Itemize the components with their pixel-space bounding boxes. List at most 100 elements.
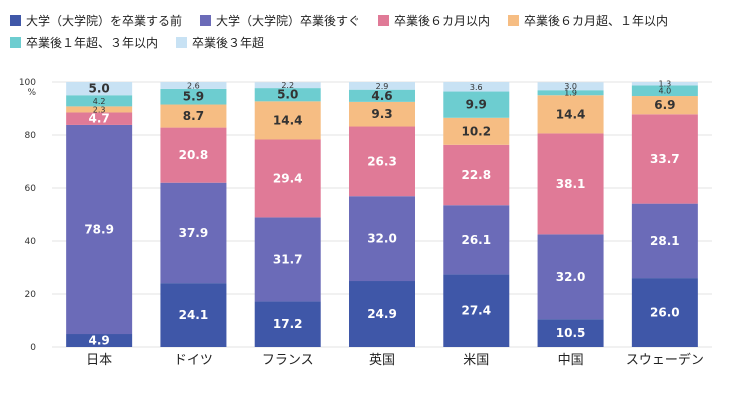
y-tick-label: 100 bbox=[19, 78, 36, 88]
bar-segment bbox=[349, 196, 415, 282]
legend-swatch bbox=[200, 14, 212, 26]
bar-value-label: 4.7 bbox=[89, 112, 110, 126]
bar-segment bbox=[254, 139, 321, 218]
bar-value-label: 78.9 bbox=[84, 222, 114, 236]
legend-swatch bbox=[10, 14, 21, 26]
bar-segment bbox=[443, 274, 510, 347]
bar-segment bbox=[66, 95, 133, 107]
bar-segment bbox=[254, 88, 321, 102]
y-tick-label: 60 bbox=[25, 184, 37, 194]
x-category-label: 日本 bbox=[86, 353, 112, 368]
y-tick-label: 80 bbox=[25, 131, 37, 141]
legend-item-within-6-months: 卒業後６カ月以内 bbox=[378, 12, 490, 29]
legend-label: 大学（大学院）卒業後すぐ bbox=[216, 13, 361, 28]
bar-segment bbox=[160, 88, 227, 105]
y-tick-label: 40 bbox=[25, 237, 37, 247]
x-category-label: フランス bbox=[262, 353, 314, 368]
legend-swatch bbox=[378, 14, 390, 26]
bar-value-label: 2.3 bbox=[93, 105, 106, 114]
bar-segment bbox=[631, 96, 698, 115]
bar-value-label: 22.8 bbox=[461, 168, 491, 182]
legend-item-1-to-3-years: 卒業後１年超、３年以内 bbox=[10, 34, 158, 51]
legend-label: 大学（大学院）を卒業する前 bbox=[26, 13, 183, 28]
bar-value-label: 4.0 bbox=[658, 87, 671, 96]
bar-value-label: 4.2 bbox=[93, 97, 106, 106]
x-category-label: スウェーデン bbox=[626, 352, 704, 368]
bar-segment bbox=[66, 82, 133, 96]
bar-segment bbox=[160, 283, 227, 347]
legend-label: 卒業後３年超 bbox=[192, 35, 265, 50]
bar-segment bbox=[349, 126, 415, 197]
legend-swatch bbox=[508, 14, 520, 26]
bar-segment bbox=[631, 203, 698, 279]
bar-value-label: 1.9 bbox=[564, 89, 577, 98]
bar-value-label: 6.9 bbox=[654, 98, 675, 112]
bar-value-label: 1.3 bbox=[658, 80, 671, 89]
bar-segment bbox=[443, 205, 510, 275]
bar-value-label: 32.0 bbox=[367, 232, 397, 246]
bar-value-label: 37.9 bbox=[179, 226, 209, 240]
bar-segment bbox=[66, 106, 133, 113]
bar-value-label: 14.4 bbox=[556, 107, 586, 121]
bar-segment bbox=[349, 89, 415, 102]
value-labels: 4.978.94.72.34.25.024.137.920.88.75.92.6… bbox=[84, 80, 679, 348]
bar-value-label: 17.2 bbox=[273, 317, 303, 331]
legend-item-before-graduation: 大学（大学院）を卒業する前 bbox=[10, 12, 182, 29]
bar-segment bbox=[254, 217, 321, 302]
legend-swatch bbox=[10, 36, 21, 48]
bar-value-label: 3.0 bbox=[564, 82, 577, 91]
bar-segment bbox=[631, 278, 698, 347]
bar-value-label: 28.1 bbox=[650, 234, 680, 248]
bar-segment bbox=[66, 112, 133, 125]
bar-segment bbox=[537, 95, 604, 134]
legend-label: 卒業後６カ月超、１年以内 bbox=[524, 13, 669, 28]
bars bbox=[66, 82, 698, 347]
bar-value-label: 29.4 bbox=[273, 171, 303, 185]
bar-segment bbox=[349, 82, 415, 90]
bar-value-label: 10.2 bbox=[461, 124, 491, 138]
bar-segment bbox=[160, 82, 227, 89]
bar-segment bbox=[254, 101, 321, 140]
bar-value-label: 10.5 bbox=[556, 326, 586, 340]
bar-value-label: 33.7 bbox=[650, 152, 680, 166]
bar-value-label: 31.7 bbox=[273, 252, 303, 266]
legend-label: 卒業後６カ月以内 bbox=[394, 13, 491, 28]
bar-value-label: 24.1 bbox=[179, 308, 209, 322]
bar-value-label: 24.9 bbox=[367, 307, 397, 321]
bar-value-label: 2.9 bbox=[376, 82, 389, 91]
bar-value-label: 4.6 bbox=[371, 89, 392, 103]
legend-item-6-to-12-months: 卒業後６カ月超、１年以内 bbox=[508, 12, 668, 29]
bar-value-label: 5.0 bbox=[277, 88, 298, 102]
bar-segment bbox=[537, 319, 604, 347]
bar-value-label: 32.0 bbox=[556, 270, 586, 284]
bar-segment bbox=[631, 114, 698, 204]
bar-segment bbox=[537, 234, 604, 320]
bar-segment bbox=[254, 301, 321, 347]
y-unit-label: % bbox=[27, 88, 36, 98]
bar-segment bbox=[443, 117, 510, 145]
y-tick-label: 0 bbox=[30, 343, 36, 353]
bar-value-label: 3.6 bbox=[470, 83, 483, 92]
bar-value-label: 26.0 bbox=[650, 306, 680, 320]
legend-item-right-after: 大学（大学院）卒業後すぐ bbox=[200, 12, 360, 29]
bar-segment bbox=[160, 104, 227, 128]
bar-segment bbox=[160, 182, 227, 284]
x-category-label: ドイツ bbox=[174, 353, 213, 368]
bar-segment bbox=[443, 91, 510, 118]
x-category-label: 米国 bbox=[463, 353, 489, 368]
bar-value-label: 26.1 bbox=[461, 233, 491, 247]
bar-segment bbox=[537, 90, 604, 96]
bar-segment bbox=[443, 144, 510, 206]
bar-value-label: 4.9 bbox=[89, 334, 110, 348]
bar-segment bbox=[66, 334, 133, 347]
legend-swatch bbox=[176, 36, 188, 48]
bar-segment bbox=[443, 82, 510, 92]
legend-item-over-3-years: 卒業後３年超 bbox=[176, 34, 264, 51]
bar-value-label: 8.7 bbox=[183, 109, 204, 123]
bar-segment bbox=[349, 281, 415, 347]
legend-label: 卒業後１年超、３年以内 bbox=[26, 35, 159, 50]
bar-segment bbox=[160, 127, 227, 183]
legend-row: 卒業後１年超、３年以内 卒業後３年超 bbox=[10, 32, 740, 52]
bar-segment bbox=[537, 82, 604, 91]
bar-value-label: 5.9 bbox=[183, 90, 204, 104]
